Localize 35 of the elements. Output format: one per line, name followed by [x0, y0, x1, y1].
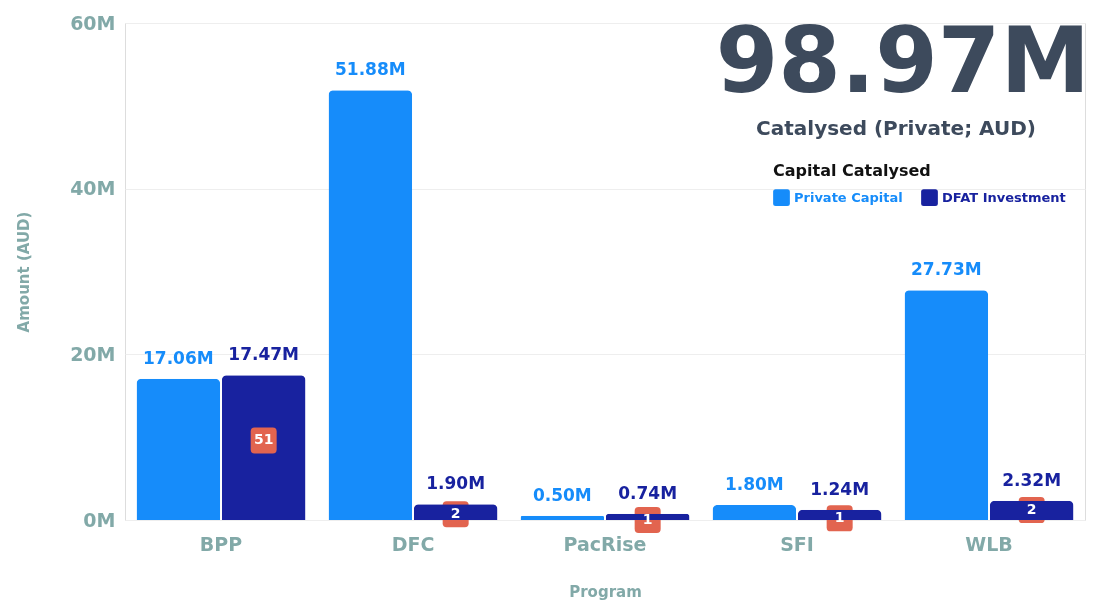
x-tick-label: BPP [199, 532, 243, 555]
x-tick-label: PacRise [563, 532, 647, 555]
data-label: 27.73M [910, 259, 982, 280]
y-tick-label: 60M [70, 11, 116, 34]
annotation: 98.97M [715, 8, 1090, 113]
data-label: 17.06M [142, 347, 214, 368]
y-axis-title: Amount (AUD) [15, 211, 34, 333]
annotation: 51 [253, 431, 274, 448]
x-tick-label: WLB [965, 532, 1013, 555]
x-axis-title: Program [569, 582, 642, 601]
bar [221, 375, 306, 520]
y-tick-label: 20M [70, 342, 116, 365]
bar [520, 515, 605, 520]
data-label: 0.74M [618, 482, 678, 503]
data-label: 17.47M [228, 344, 300, 365]
data-label: 1.80M [724, 474, 784, 495]
legend-title: Capital Catalysed [773, 161, 931, 180]
x-tick-label: SFI [780, 532, 814, 555]
data-label: 2.32M [1002, 469, 1062, 490]
x-tick-label: DFC [391, 532, 435, 555]
y-tick-label: 0M [83, 508, 116, 531]
bar [328, 90, 413, 520]
bar [136, 378, 221, 520]
legend-label: DFAT Investment [942, 189, 1066, 205]
legend-label: Private Capital [794, 189, 903, 205]
data-label: 1.24M [810, 478, 870, 499]
annotation: Catalysed (Private; AUD) [756, 116, 1036, 140]
bar [712, 505, 797, 520]
data-label: 0.50M [532, 484, 592, 505]
annotation: 2 [1026, 501, 1037, 518]
data-label: 1.90M [426, 473, 486, 494]
y-tick-label: 40M [70, 177, 116, 200]
bar [904, 290, 989, 520]
data-label: 51.88M [334, 59, 406, 80]
annotation: 2 [450, 505, 461, 522]
